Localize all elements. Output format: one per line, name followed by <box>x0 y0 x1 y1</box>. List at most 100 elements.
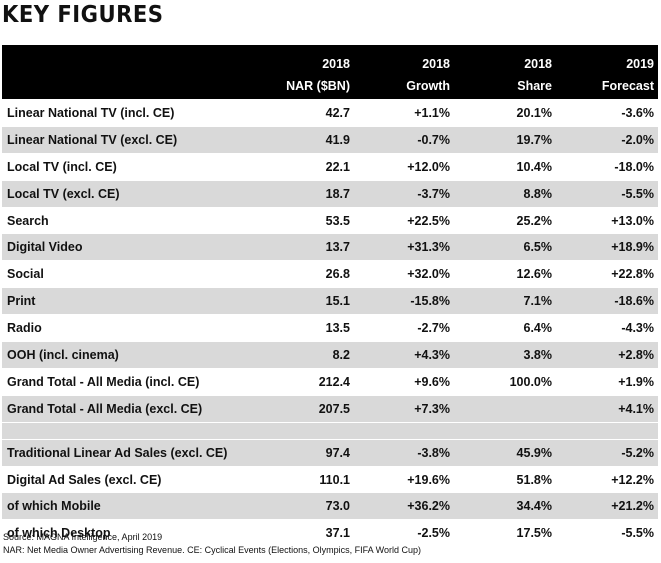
forecast-cell: +18.9% <box>556 233 658 261</box>
header-year-growth: 2018 <box>354 45 454 73</box>
row-label: OOH (incl. cinema) <box>2 341 252 369</box>
growth-cell: +1.1% <box>354 99 454 127</box>
table-spacer <box>2 421 658 440</box>
table-row: Print 15.1 -15.8% 7.1% -18.6% <box>2 287 658 315</box>
share-cell: 45.9% <box>454 438 556 467</box>
nar-cell: 212.4 <box>252 367 354 396</box>
table-row: OOH (incl. cinema) 8.2 +4.3% 3.8% +2.8% <box>2 341 658 369</box>
forecast-cell: -4.3% <box>556 314 658 342</box>
growth-cell: +12.0% <box>354 152 454 181</box>
header-blank <box>2 73 252 100</box>
forecast-cell: -18.6% <box>556 287 658 315</box>
table-row: Local TV (incl. CE) 22.1 +12.0% 10.4% -18.0% <box>2 152 658 181</box>
nar-cell: 37.1 <box>252 519 354 547</box>
header-growth: Growth <box>354 73 454 100</box>
growth-cell: +7.3% <box>354 394 454 423</box>
growth-cell: -2.7% <box>354 314 454 342</box>
share-cell: 51.8% <box>454 465 556 493</box>
row-label: Traditional Linear Ad Sales (excl. CE) <box>2 438 252 467</box>
forecast-cell: +13.0% <box>556 206 658 234</box>
spacer-cell <box>2 421 658 440</box>
nar-cell: 97.4 <box>252 438 354 467</box>
growth-cell: +9.6% <box>354 367 454 396</box>
table-row: Traditional Linear Ad Sales (excl. CE) 97… <box>2 438 658 467</box>
table-row: Grand Total - All Media (excl. CE) 207.5 +… <box>2 394 658 423</box>
forecast-cell: +4.1% <box>556 394 658 423</box>
page-title: KEY FIGURES <box>2 2 164 28</box>
table-row: Search 53.5 +22.5% 25.2% +13.0% <box>2 206 658 234</box>
share-cell: 6.4% <box>454 314 556 342</box>
row-label: Digital Video <box>2 233 252 261</box>
forecast-cell: -5.5% <box>556 179 658 208</box>
table-row: Digital Video 13.7 +31.3% 6.5% +18.9% <box>2 233 658 261</box>
share-cell: 6.5% <box>454 233 556 261</box>
growth-cell: +19.6% <box>354 465 454 493</box>
nar-cell: 110.1 <box>252 465 354 493</box>
forecast-cell: +2.8% <box>556 341 658 369</box>
header-row-metric: NAR ($BN) Growth Share Forecast <box>2 73 658 100</box>
table-row: of which Desktop 37.1 -2.5% 17.5% -5.5% <box>2 519 658 547</box>
table-row: Radio 13.5 -2.7% 6.4% -4.3% <box>2 314 658 342</box>
forecast-cell: -18.0% <box>556 152 658 181</box>
forecast-cell: +1.9% <box>556 367 658 396</box>
row-label: Social <box>2 260 252 288</box>
share-cell <box>454 394 556 423</box>
growth-cell: +32.0% <box>354 260 454 288</box>
growth-cell: -15.8% <box>354 287 454 315</box>
growth-cell: -3.7% <box>354 179 454 208</box>
row-label: Local TV (excl. CE) <box>2 179 252 208</box>
forecast-cell: -2.0% <box>556 125 658 154</box>
header-share: Share <box>454 73 556 100</box>
header-year-share: 2018 <box>454 45 556 73</box>
growth-cell: -0.7% <box>354 125 454 154</box>
growth-cell: -3.8% <box>354 438 454 467</box>
nar-cell: 8.2 <box>252 341 354 369</box>
nar-cell: 18.7 <box>252 179 354 208</box>
share-cell: 8.8% <box>454 179 556 208</box>
header-year-forecast: 2019 <box>556 45 658 73</box>
nar-cell: 13.7 <box>252 233 354 261</box>
forecast-cell: -5.2% <box>556 438 658 467</box>
table-row: Grand Total - All Media (incl. CE) 212.4 +… <box>2 367 658 396</box>
growth-cell: +22.5% <box>354 206 454 234</box>
share-cell: 12.6% <box>454 260 556 288</box>
table-row: Local TV (excl. CE) 18.7 -3.7% 8.8% -5.5% <box>2 179 658 208</box>
growth-cell: +36.2% <box>354 492 454 520</box>
row-label: Grand Total - All Media (incl. CE) <box>2 367 252 396</box>
forecast-cell: -5.5% <box>556 519 658 547</box>
forecast-cell: +21.2% <box>556 492 658 520</box>
table-row: Linear National TV (excl. CE) 41.9 -0.7% 19… <box>2 125 658 154</box>
share-cell: 7.1% <box>454 287 556 315</box>
nar-cell: 73.0 <box>252 492 354 520</box>
row-label: Print <box>2 287 252 315</box>
forecast-cell: -3.6% <box>556 99 658 127</box>
share-cell: 10.4% <box>454 152 556 181</box>
nar-cell: 41.9 <box>252 125 354 154</box>
row-label: Radio <box>2 314 252 342</box>
share-cell: 25.2% <box>454 206 556 234</box>
share-cell: 3.8% <box>454 341 556 369</box>
nar-definition-note: NAR: Net Media Owner Advertising Revenue… <box>3 545 421 555</box>
header-row-year: 2018 2018 2018 2019 <box>2 45 658 73</box>
table-row: Social 26.8 +32.0% 12.6% +22.8% <box>2 260 658 288</box>
share-cell: 100.0% <box>454 367 556 396</box>
share-cell: 19.7% <box>454 125 556 154</box>
row-label: Digital Ad Sales (excl. CE) <box>2 465 252 493</box>
table-row: Digital Ad Sales (excl. CE) 110.1 +19.6% 51… <box>2 465 658 493</box>
row-label: of which Desktop <box>2 519 252 547</box>
header-blank <box>2 45 252 73</box>
row-label: Search <box>2 206 252 234</box>
nar-cell: 53.5 <box>252 206 354 234</box>
nar-cell: 15.1 <box>252 287 354 315</box>
row-label: of which Mobile <box>2 492 252 520</box>
nar-cell: 22.1 <box>252 152 354 181</box>
source-note: Source: MAGNA Intelligence, April 2019 <box>3 532 163 542</box>
row-label: Linear National TV (incl. CE) <box>2 99 252 127</box>
row-label: Grand Total - All Media (excl. CE) <box>2 394 252 423</box>
forecast-cell: +22.8% <box>556 260 658 288</box>
table-row: Linear National TV (incl. CE) 42.7 +1.1% 20… <box>2 99 658 127</box>
header-forecast: Forecast <box>556 73 658 100</box>
share-cell: 20.1% <box>454 99 556 127</box>
nar-cell: 207.5 <box>252 394 354 423</box>
share-cell: 17.5% <box>454 519 556 547</box>
